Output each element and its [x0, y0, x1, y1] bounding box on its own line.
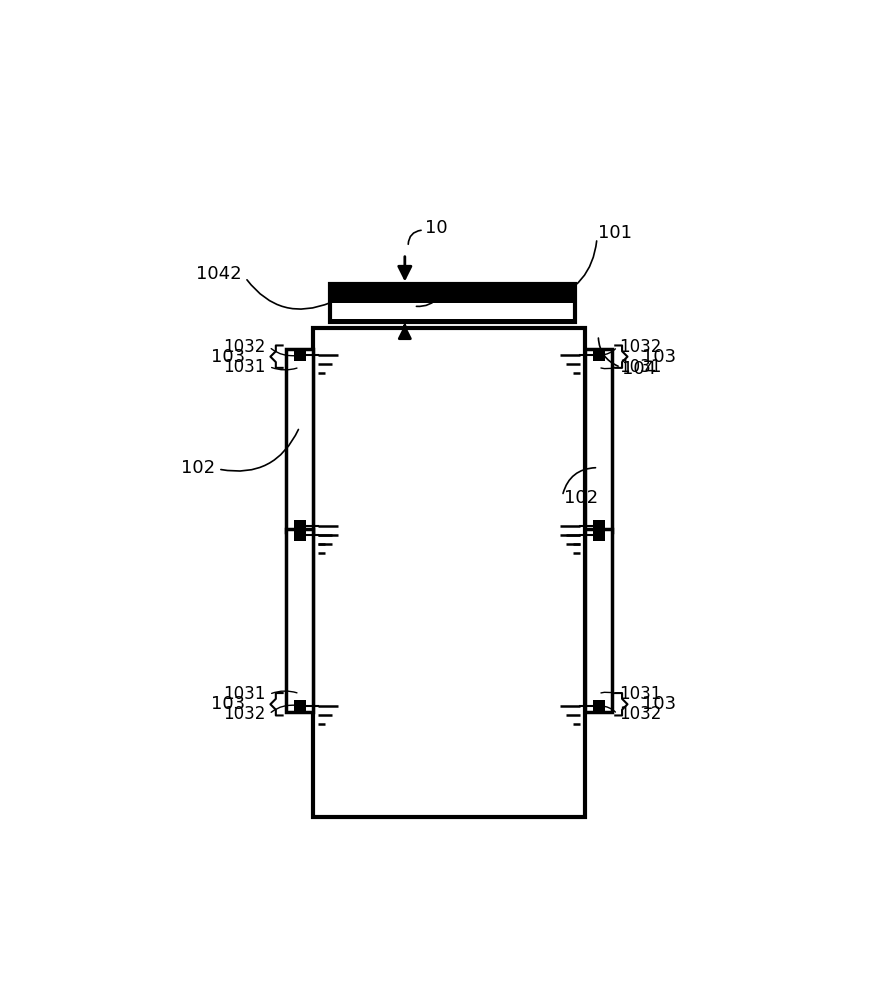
Text: 103: 103: [211, 695, 245, 713]
Text: 10: 10: [425, 219, 448, 237]
Bar: [585, 349, 611, 532]
Text: 102: 102: [180, 459, 215, 477]
Text: 1041: 1041: [442, 282, 488, 300]
Bar: [585, 529, 611, 712]
Bar: [593, 700, 605, 712]
Bar: [330, 319, 575, 322]
Bar: [593, 349, 605, 361]
Bar: [294, 349, 307, 361]
Bar: [286, 349, 314, 532]
Text: 1042: 1042: [196, 265, 242, 283]
Text: 1032: 1032: [618, 338, 661, 356]
Text: 103: 103: [642, 348, 676, 366]
Bar: [593, 520, 605, 532]
Bar: [294, 700, 307, 712]
Text: 1032: 1032: [223, 338, 265, 356]
Text: 101: 101: [598, 224, 632, 242]
Bar: [294, 529, 307, 541]
Text: 1031: 1031: [618, 358, 661, 376]
Bar: [330, 284, 575, 322]
Text: 1031: 1031: [223, 358, 265, 376]
Bar: [286, 529, 314, 712]
Text: 1032: 1032: [618, 705, 661, 723]
Bar: [330, 284, 575, 303]
Text: 1032: 1032: [223, 705, 265, 723]
Text: 102: 102: [564, 489, 598, 507]
Bar: [294, 520, 307, 532]
Text: 104: 104: [622, 360, 656, 378]
Text: 103: 103: [642, 695, 676, 713]
Text: 1031: 1031: [223, 685, 265, 703]
Text: 103: 103: [211, 348, 245, 366]
Bar: [313, 328, 584, 817]
Bar: [593, 529, 605, 541]
Text: 1031: 1031: [618, 685, 661, 703]
